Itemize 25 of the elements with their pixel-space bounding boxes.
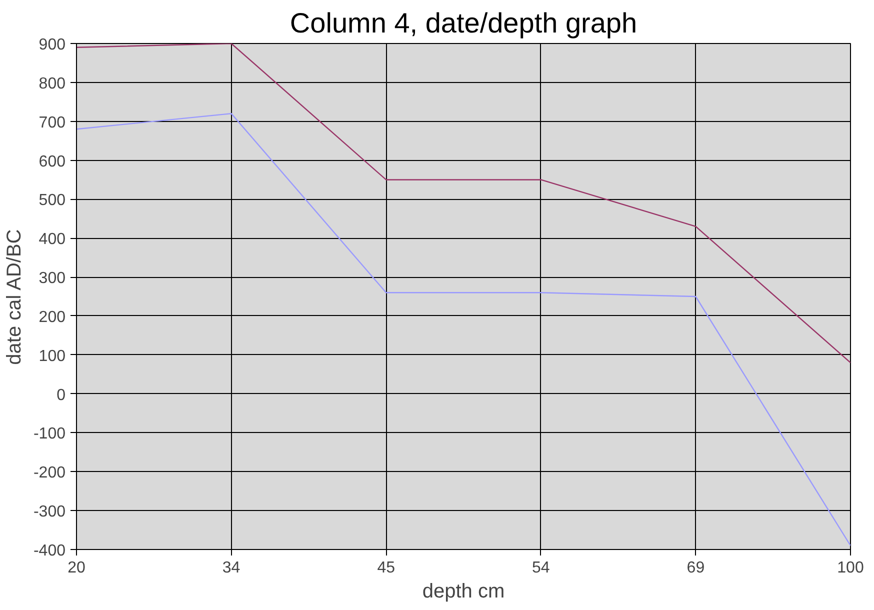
y-tick-label: -200 (33, 464, 66, 482)
x-tick-label: 54 (532, 560, 550, 576)
x-tick-label: 45 (377, 560, 396, 576)
y-tick-label: 0 (56, 386, 66, 404)
x-tick-label: 69 (686, 560, 705, 576)
y-tick-label: 400 (38, 231, 66, 248)
y-tick-label: 100 (38, 348, 66, 365)
y-tick-label: 600 (38, 153, 66, 170)
y-tick-label: 800 (38, 75, 66, 92)
x-axis-title: depth cm (422, 580, 505, 602)
y-axis-title: date cal AD/BC (3, 229, 26, 365)
x-tick-label: 100 (837, 560, 864, 576)
y-tick-label: 200 (38, 308, 66, 326)
y-tick-label: 300 (38, 270, 66, 288)
y-tick-label: 700 (38, 114, 66, 132)
y-tick-label: -100 (33, 426, 66, 443)
x-tick-label: 34 (222, 560, 240, 576)
chart-title: Column 4, date/depth graph (290, 8, 638, 38)
y-tick-label: 900 (38, 36, 66, 54)
y-tick-label: 500 (38, 192, 66, 210)
line-series (76, 44, 850, 364)
line-series (76, 112, 850, 546)
y-tick-label: -300 (33, 504, 66, 521)
y-tick-label: -400 (33, 542, 66, 560)
x-tick-label: 20 (68, 560, 86, 576)
